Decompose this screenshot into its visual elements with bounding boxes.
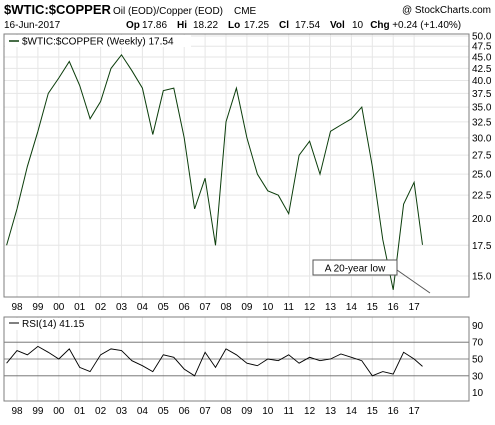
price-y-tick-11: 42.5 xyxy=(472,64,492,75)
price-x-tick-15: 13 xyxy=(325,302,337,313)
price-x-tick-10: 08 xyxy=(220,302,232,313)
price-x-tick-11: 09 xyxy=(241,302,253,313)
rsi-panel-frame xyxy=(3,316,470,402)
rsi-legend-box xyxy=(5,318,81,330)
rsi-y-tick-labels: 10 30 50 70 90 xyxy=(472,321,484,399)
price-x-tick-7: 05 xyxy=(158,302,170,313)
price-y-tick-4: 25.0 xyxy=(472,170,492,181)
rsi-x-tick-13: 11 xyxy=(284,406,295,417)
annotation-pointer xyxy=(396,269,431,294)
rsi-x-tick-1: 99 xyxy=(32,406,44,417)
price-y-tick-0: 15.0 xyxy=(472,271,492,282)
price-panel: $WTIC:$COPPER (Weekly) 17.54 15.0 17.5 20.… xyxy=(3,31,492,313)
price-x-tick-19: 17 xyxy=(409,302,421,313)
rsi-x-tick-6: 04 xyxy=(137,406,149,417)
symbol-title: $WTIC:$COPPER xyxy=(4,2,112,17)
rsi-legend: RSI(14) 41.15 xyxy=(22,319,85,330)
rsi-x-tick-8: 06 xyxy=(179,406,191,417)
rsi-x-tick-12: 10 xyxy=(262,406,274,417)
price-y-tick-1: 17.5 xyxy=(472,241,492,252)
rsi-x-tick-7: 05 xyxy=(158,406,170,417)
quote-label-op: Op xyxy=(126,20,140,31)
rsi-x-tick-3: 01 xyxy=(74,406,86,417)
price-y-tick-9: 37.5 xyxy=(472,89,492,100)
symbol-description: Oil (EOD)/Copper (EOD) xyxy=(113,6,223,17)
rsi-x-tick-0: 98 xyxy=(11,406,23,417)
price-x-tick-labels: 98 99 00 01 02 03 04 05 06 07 08 09 10 11 12 13 14 15 16 17 xyxy=(11,302,420,313)
quote-label-vol: Vol xyxy=(330,20,345,31)
price-y-tick-3: 22.5 xyxy=(472,191,492,202)
rsi-y-tick-3: 70 xyxy=(472,338,484,349)
price-x-tick-17: 15 xyxy=(367,302,379,313)
quote-value-lo: 17.25 xyxy=(244,20,269,31)
price-x-tick-3: 01 xyxy=(74,302,86,313)
rsi-x-tick-4: 02 xyxy=(95,406,107,417)
price-x-tick-9: 07 xyxy=(200,302,212,313)
rsi-x-tick-5: 03 xyxy=(116,406,128,417)
price-y-tick-2: 20.0 xyxy=(472,214,492,225)
rsi-x-tick-15: 13 xyxy=(325,406,337,417)
price-x-tick-16: 14 xyxy=(346,302,358,313)
price-legend: $WTIC:$COPPER (Weekly) 17.54 xyxy=(22,37,174,48)
annotation-box xyxy=(312,259,398,276)
price-y-tick-12: 45.0 xyxy=(472,52,492,63)
price-x-tick-0: 98 xyxy=(11,302,23,313)
quote-label-hi: Hi xyxy=(177,20,187,31)
price-x-tick-4: 02 xyxy=(95,302,107,313)
price-x-tick-1: 99 xyxy=(32,302,44,313)
quote-value-op: 17.86 xyxy=(142,20,167,31)
price-y-tick-13: 47.5 xyxy=(472,42,492,53)
rsi-x-tick-16: 14 xyxy=(346,406,358,417)
price-panel-frame xyxy=(3,33,470,298)
price-x-tick-12: 10 xyxy=(262,302,274,313)
rsi-x-tick-labels: 98 99 00 01 02 03 04 05 06 07 08 09 10 11 12 13 14 15 16 17 xyxy=(11,406,420,417)
price-gridlines xyxy=(4,34,469,297)
price-y-tick-8: 35.0 xyxy=(472,103,492,114)
price-y-tick-labels: 15.0 17.5 20.0 22.5 25.0 27.5 30.0 32.5 35.0 37.5… xyxy=(472,31,492,282)
quote-value-cl: 17.54 xyxy=(295,20,320,31)
rsi-x-tick-17: 15 xyxy=(367,406,379,417)
rsi-y-tick-1: 30 xyxy=(472,371,484,382)
quote-bar: Op 17.86 Hi 18.22 Lo 17.25 Cl 17.54 Vol 10 Chg +0.2… xyxy=(126,20,461,31)
quote-value-vol: 10 xyxy=(352,20,364,31)
price-y-tick-6: 30.0 xyxy=(472,133,492,144)
rsi-panel: RSI(14) 41.15 10 30 50 70 90 98 99 00 01 02 03 04 0… xyxy=(3,316,484,417)
quote-label-cl: Cl xyxy=(279,20,289,31)
price-y-tick-10: 40.0 xyxy=(472,76,492,87)
annotation-label: A 20-year low xyxy=(325,264,386,275)
price-x-tick-2: 00 xyxy=(53,302,65,313)
price-x-tick-13: 11 xyxy=(284,302,295,313)
rsi-x-tick-11: 09 xyxy=(241,406,253,417)
rsi-x-tick-18: 16 xyxy=(388,406,400,417)
price-legend-box xyxy=(5,35,191,47)
rsi-x-tick-19: 17 xyxy=(409,406,421,417)
price-x-tick-8: 06 xyxy=(179,302,191,313)
quote-value-chg: +0.24 (+1.40%) xyxy=(392,20,461,31)
quote-label-chg: Chg xyxy=(370,20,389,31)
copyright-text: @ StockCharts.com xyxy=(402,5,491,16)
price-x-tick-6: 04 xyxy=(137,302,149,313)
price-y-tick-7: 32.5 xyxy=(472,117,492,128)
quote-date: 16-Jun-2017 xyxy=(4,20,61,31)
price-x-tick-5: 03 xyxy=(116,302,128,313)
rsi-x-tick-2: 00 xyxy=(53,406,65,417)
price-x-tick-18: 16 xyxy=(388,302,400,313)
rsi-x-tick-10: 08 xyxy=(220,406,232,417)
quote-value-hi: 18.22 xyxy=(193,20,218,31)
exchange-label: CME xyxy=(234,6,257,17)
quote-label-lo: Lo xyxy=(228,20,240,31)
price-y-tick-5: 27.5 xyxy=(472,151,492,162)
rsi-x-tick-14: 12 xyxy=(304,406,316,417)
rsi-y-tick-0: 10 xyxy=(472,388,484,399)
rsi-y-tick-2: 50 xyxy=(472,355,484,366)
price-x-tick-14: 12 xyxy=(304,302,316,313)
rsi-series-line xyxy=(6,345,423,377)
rsi-x-tick-9: 07 xyxy=(200,406,212,417)
price-y-tick-14: 50.0 xyxy=(472,31,492,42)
price-series-line xyxy=(6,53,423,290)
rsi-y-tick-4: 90 xyxy=(472,321,484,332)
